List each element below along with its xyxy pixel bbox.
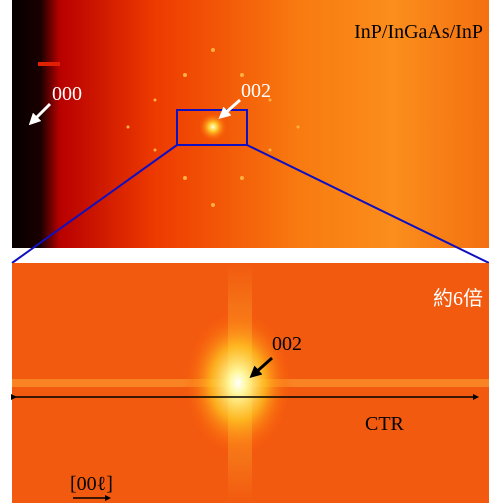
spots	[126, 48, 300, 207]
spot-label: 000	[52, 83, 82, 105]
arrow	[28, 102, 52, 126]
direction-label: [00ℓ]	[70, 473, 113, 495]
spot	[199, 113, 227, 141]
spot-label: 002	[241, 80, 271, 102]
zoom-box	[176, 109, 248, 146]
arrow	[218, 98, 241, 119]
magnification-label: 約6倍	[433, 287, 483, 310]
ctr-label: CTR	[365, 413, 405, 435]
zoom-line	[246, 144, 489, 264]
spot	[183, 308, 293, 458]
arrow	[249, 356, 273, 378]
streak	[38, 62, 60, 66]
sample-label: InP/InGaAs/InP	[354, 21, 483, 43]
zoom-line	[11, 144, 178, 264]
spot-label: 002	[272, 333, 302, 355]
